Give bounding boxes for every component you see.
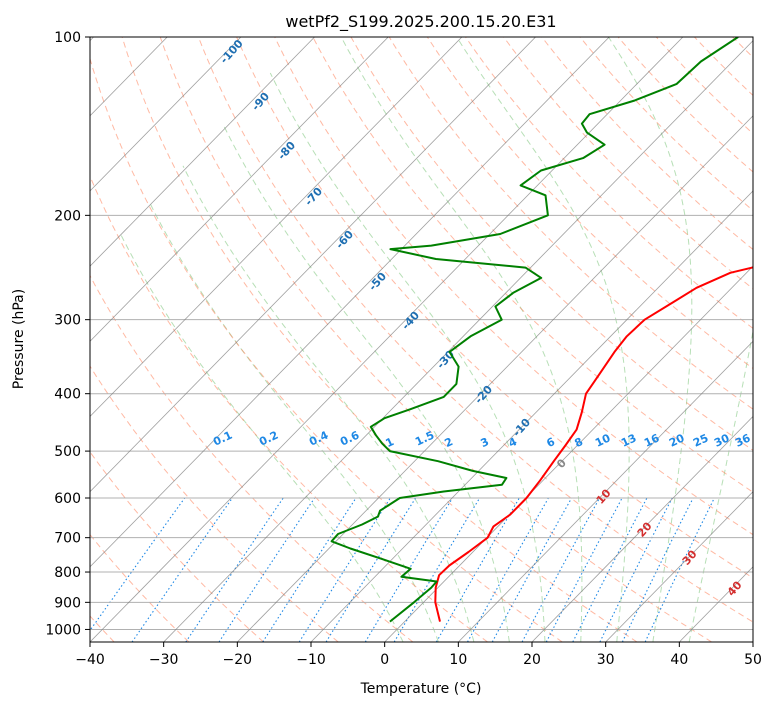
dry-adiabat-line xyxy=(121,37,638,642)
mixing-ratio-line xyxy=(90,497,186,632)
dry-adiabat-line xyxy=(90,175,488,642)
moist-adiabat-line xyxy=(269,72,546,642)
dewpoint-profile xyxy=(330,37,739,623)
moist-adiabat-line xyxy=(688,328,753,642)
y-axis-label: Pressure (hPa) xyxy=(11,289,27,389)
x-axis-ticks: −40 −30 −20 −10 0 10 20 30 40 50 xyxy=(75,642,762,668)
y-tick-label: 800 xyxy=(54,565,81,581)
x-tick-label: 0 xyxy=(380,652,389,668)
dry-adiabats xyxy=(90,37,753,642)
mixing-ratio-label: 25 xyxy=(691,431,710,449)
y-tick-label: 400 xyxy=(54,387,81,403)
dry-adiabat-line xyxy=(312,37,753,493)
dry-adiabat-line xyxy=(617,37,753,173)
mixing-ratio-line xyxy=(185,497,284,642)
moist-adiabat-line xyxy=(148,201,439,642)
isotherm-line xyxy=(605,491,753,642)
chart-title: wetPf2_S199.2025.200.15.20.E31 xyxy=(285,12,556,32)
mixing-ratio-label: 10 xyxy=(593,431,613,449)
mixing-ratio-line xyxy=(364,497,453,642)
isotherm-line xyxy=(237,115,753,642)
mixing-ratio-label: 13 xyxy=(619,431,638,449)
y-tick-label: 500 xyxy=(54,444,81,460)
isotherm-line xyxy=(531,415,753,642)
mixing-ratio-line xyxy=(298,497,391,642)
moist-adiabat-line xyxy=(222,123,510,642)
mixing-ratio-line xyxy=(621,497,694,642)
isotherm-line xyxy=(90,37,536,493)
y-tick-label: 200 xyxy=(54,208,81,224)
y-tick-label: 700 xyxy=(54,531,81,547)
x-tick-label: −40 xyxy=(75,652,105,668)
plot-frame xyxy=(89,36,754,643)
mixing-ratio-label: 20 xyxy=(667,431,687,449)
pressure-gridlines xyxy=(90,37,753,630)
dry-adiabat-line xyxy=(274,37,753,536)
x-tick-label: 10 xyxy=(449,652,467,668)
x-tick-label: −20 xyxy=(223,652,253,668)
dry-adiabat-line xyxy=(236,37,753,579)
temperature-profile xyxy=(434,266,753,622)
x-axis-label: Temperature (°C) xyxy=(360,681,482,697)
moist-adiabat-line xyxy=(120,233,404,642)
moist-adiabat-line xyxy=(340,37,583,642)
isotherm-line xyxy=(90,37,610,568)
dry-adiabat-line xyxy=(159,37,712,642)
dry-adiabat-line xyxy=(90,451,264,642)
isotherm-line xyxy=(90,37,684,642)
y-axis-ticks: 1000 900 800 700 600 500 400 300 200 100 xyxy=(45,30,90,638)
dry-adiabat-line xyxy=(350,37,753,451)
x-tick-label: 50 xyxy=(744,652,762,668)
mixing-ratio-label: 36 xyxy=(733,431,753,449)
x-tick-label: −30 xyxy=(149,652,179,668)
isotherm-line xyxy=(90,37,389,342)
dry-adiabat-line xyxy=(90,274,414,642)
mixing-ratio-label: 30 xyxy=(712,431,732,449)
y-tick-label: 1000 xyxy=(45,622,81,638)
y-tick-label: 900 xyxy=(54,595,81,611)
mixing-ratio-lines xyxy=(90,497,715,642)
mixing-ratio-line xyxy=(572,497,648,642)
dry-adiabat-line xyxy=(579,37,753,212)
mixing-ratio-line xyxy=(325,497,417,642)
moist-adiabat-line xyxy=(608,37,693,642)
x-tick-label: 30 xyxy=(597,652,615,668)
isotherm-line xyxy=(90,37,315,267)
isotherm-line xyxy=(90,37,242,192)
y-tick-label: 600 xyxy=(54,491,81,507)
moist-adiabat-line xyxy=(182,165,475,642)
y-tick-label: 100 xyxy=(54,30,81,46)
y-tick-label: 300 xyxy=(54,313,81,329)
mixing-ratio-line xyxy=(521,497,600,642)
dry-adiabat-line xyxy=(388,37,753,410)
mixing-ratio-line xyxy=(393,497,481,642)
moist-adiabats xyxy=(120,37,753,642)
isotherm-line xyxy=(310,190,753,642)
x-tick-label: 40 xyxy=(670,652,688,668)
mixing-ratio-line xyxy=(599,497,673,642)
isotherm-line xyxy=(90,37,463,418)
skewed-isotherms xyxy=(90,37,753,642)
mixing-ratio-line xyxy=(644,497,715,642)
sounding-profiles xyxy=(330,37,753,623)
mixing-ratio-line xyxy=(218,497,316,642)
isotherm-line xyxy=(458,340,753,642)
mixing-ratio-label: 16 xyxy=(642,431,662,449)
moist-adiabat-line xyxy=(456,37,630,642)
dry-adiabat-line xyxy=(465,37,753,329)
isotherm-line xyxy=(163,40,753,642)
dry-adiabat-line xyxy=(426,37,753,370)
mixing-ratio-line xyxy=(545,497,623,642)
dry-adiabat-line xyxy=(90,57,563,642)
x-tick-label: −10 xyxy=(296,652,326,668)
x-tick-label: 20 xyxy=(523,652,541,668)
